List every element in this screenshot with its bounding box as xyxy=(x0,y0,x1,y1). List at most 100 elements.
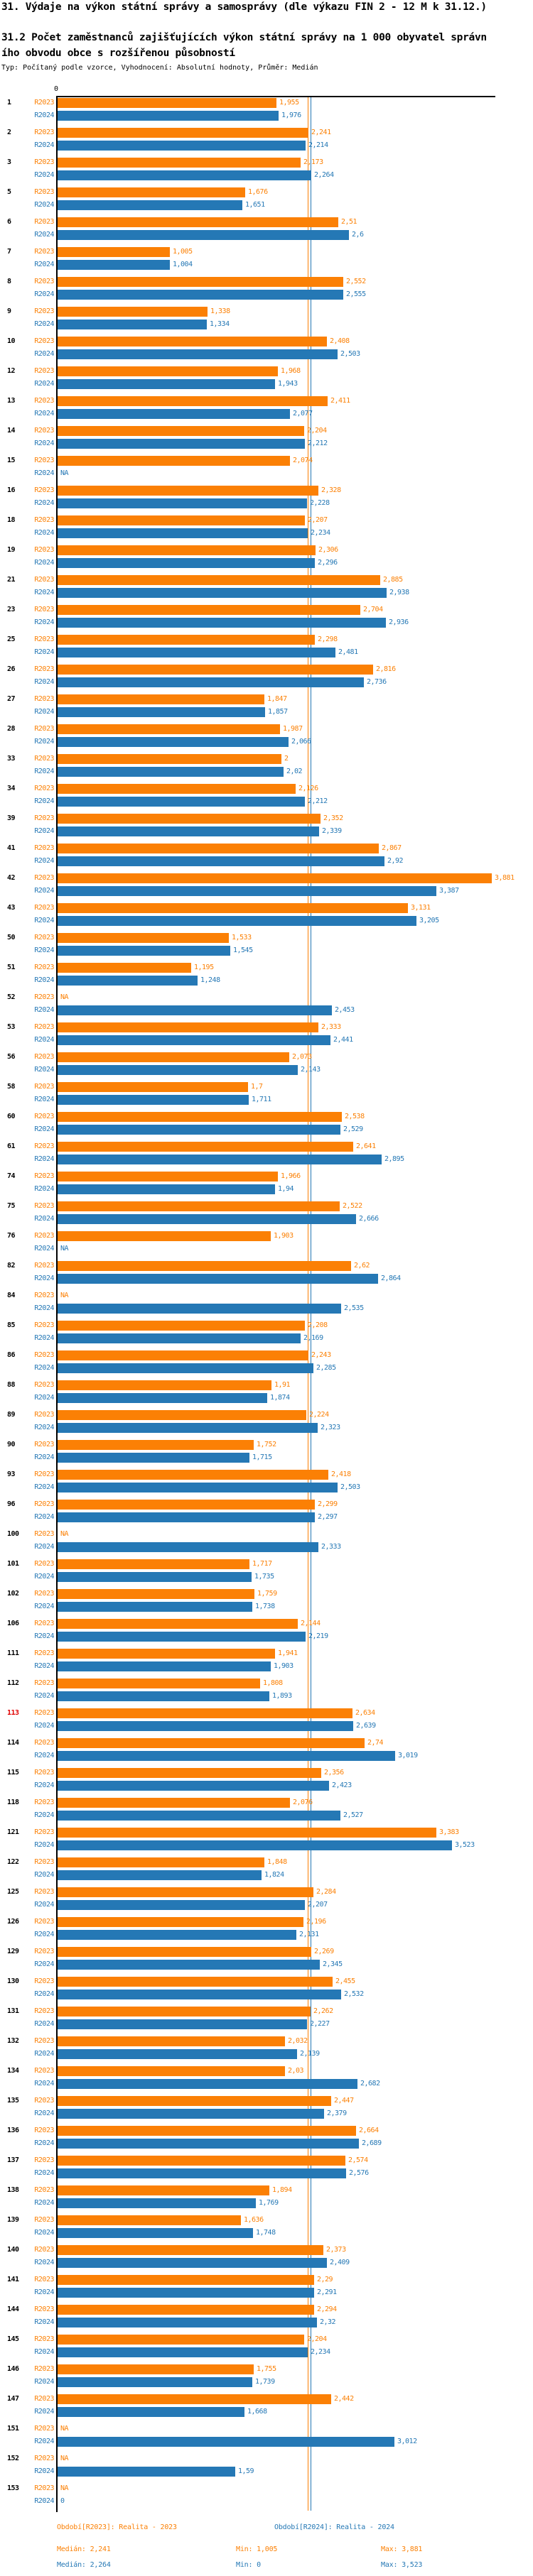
r2024-bar xyxy=(58,558,315,568)
series-bar-row: R2024 2,666 xyxy=(0,1214,533,1224)
r2023-bar xyxy=(58,2335,304,2345)
chart-row: 136 R2023 2,664 R2024 2,689 xyxy=(0,2126,533,2151)
r2023-bar xyxy=(58,665,373,675)
value-label: 2,144 xyxy=(301,1620,321,1627)
series-bar-row: R2024 2,234 xyxy=(0,528,533,538)
row-id-label: 84 xyxy=(7,1292,16,1299)
r2023-series-label: R2023 xyxy=(34,993,54,1001)
series-bar-row: R2023 1,966 xyxy=(0,1172,533,1181)
row-id-label: 136 xyxy=(7,2127,19,2134)
row-id-label: 85 xyxy=(7,1321,16,1329)
series-bar-row: R2023 2,634 xyxy=(0,1708,533,1718)
row-id-label: 74 xyxy=(7,1172,16,1180)
series-bar-row: R2024 1,874 xyxy=(0,1393,533,1403)
value-label: 2,51 xyxy=(341,218,357,226)
chart-row: 74 R2023 1,966 R2024 1,94 xyxy=(0,1172,533,1197)
series-bar-row: R2024 2,423 xyxy=(0,1781,533,1791)
series-bar-row: R2024 1,748 xyxy=(0,2228,533,2238)
value-label: NA xyxy=(60,469,69,477)
value-label: 1,005 xyxy=(173,248,193,256)
value-label: 3,881 xyxy=(495,874,515,882)
value-label: 2,522 xyxy=(343,1202,362,1210)
r2023-bar xyxy=(58,396,328,406)
series-bar-row: R2024 3,019 xyxy=(0,1751,533,1761)
series-bar-row: R2023 1,903 xyxy=(0,1231,533,1241)
r2024-series-label: R2024 xyxy=(34,2020,54,2028)
value-label: 2,895 xyxy=(384,1155,404,1163)
value-label: 2,224 xyxy=(309,1411,329,1419)
r2024-series-label: R2024 xyxy=(34,2259,54,2266)
series-bar-row: R2024 3,523 xyxy=(0,1840,533,1850)
chart-row: 85 R2023 2,208 R2024 2,169 xyxy=(0,1321,533,1346)
row-id-label: 3 xyxy=(7,158,11,166)
r2024-bar xyxy=(58,1602,252,1612)
row-id-label: 12 xyxy=(7,367,16,375)
value-label: 2,555 xyxy=(346,290,366,298)
r2023-series-label: R2023 xyxy=(34,1620,54,1627)
value-label: 1,636 xyxy=(244,2216,264,2224)
r2024-bar xyxy=(58,200,242,210)
r2024-series-label: R2024 xyxy=(34,410,54,417)
series-bar-row: R2024 1,715 xyxy=(0,1453,533,1463)
r2024-series-label: R2024 xyxy=(34,2110,54,2117)
chart-row: 9 R2023 1,338 R2024 1,334 xyxy=(0,307,533,332)
row-id-label: 130 xyxy=(7,1977,19,1985)
r2024-series-label: R2024 xyxy=(34,1543,54,1551)
value-label: 1,955 xyxy=(279,99,299,107)
value-label: 2,264 xyxy=(314,171,334,179)
row-id-label: 132 xyxy=(7,2037,19,2045)
r2023-bar xyxy=(58,1261,351,1271)
r2023-series-label: R2023 xyxy=(34,1888,54,1896)
r2024-bar xyxy=(58,648,335,657)
value-label: 2,481 xyxy=(338,648,358,656)
r2023-series-label: R2023 xyxy=(34,635,54,643)
value-label: 1,91 xyxy=(274,1381,291,1389)
r2024-series-label: R2024 xyxy=(34,231,54,239)
r2023-series-label: R2023 xyxy=(34,2097,54,2105)
r2024-bar xyxy=(58,946,230,956)
series-bar-row: R2024 2,296 xyxy=(0,558,533,568)
value-label: 2,228 xyxy=(310,499,330,507)
r2023-series-label: R2023 xyxy=(34,337,54,345)
row-id-label: 151 xyxy=(7,2425,19,2433)
r2024-series-label: R2024 xyxy=(34,2348,54,2356)
value-label: 2,936 xyxy=(389,618,409,626)
chart-row: 138 R2023 1,894 R2024 1,769 xyxy=(0,2185,533,2211)
series-bar-row: R2023 3,383 xyxy=(0,1828,533,1838)
r2023-series-label: R2023 xyxy=(34,188,54,196)
value-label: 2,269 xyxy=(314,1948,334,1955)
r2023-series-label: R2023 xyxy=(34,1083,54,1091)
series-bar-row: R2023 1,755 xyxy=(0,2364,533,2374)
row-id-label: 112 xyxy=(7,1679,19,1687)
r2023-bar xyxy=(58,187,245,197)
r2024-bar xyxy=(58,826,319,836)
r2024-series-label: R2024 xyxy=(34,1781,54,1789)
value-label: 2,423 xyxy=(332,1781,352,1789)
series-bar-row: R2023 1,894 xyxy=(0,2185,533,2195)
r2023-bar xyxy=(58,1231,271,1241)
r2023-bar xyxy=(58,98,276,108)
chart-row: 25 R2023 2,298 R2024 2,481 xyxy=(0,635,533,660)
r2023-series-label: R2023 xyxy=(34,606,54,613)
value-label: NA xyxy=(60,2425,69,2433)
r2023-series-label: R2023 xyxy=(34,755,54,763)
row-id-label: 41 xyxy=(7,844,16,852)
series-bar-row: R2023 2,522 xyxy=(0,1201,533,1211)
r2024-bar xyxy=(58,349,338,359)
row-id-label: 18 xyxy=(7,516,16,524)
r2024-bar xyxy=(58,2407,244,2417)
chart-row: 96 R2023 2,299 R2024 2,297 xyxy=(0,1500,533,1525)
value-label: 3,387 xyxy=(439,887,459,895)
row-id-label: 28 xyxy=(7,725,16,733)
value-label: 2,29 xyxy=(317,2276,333,2283)
value-label: 2,076 xyxy=(293,1799,313,1806)
value-label: 2,409 xyxy=(330,2259,350,2266)
chart-row: 112 R2023 1,808 R2024 1,893 xyxy=(0,1679,533,1704)
value-label: 2,066 xyxy=(291,738,311,746)
r2024-bar xyxy=(58,528,308,538)
chart-row: 75 R2023 2,522 R2024 2,666 xyxy=(0,1201,533,1227)
r2024-series-label: R2024 xyxy=(34,2438,54,2445)
r2024-bar xyxy=(58,976,198,986)
y-axis-line xyxy=(56,96,58,2512)
r2024-bar xyxy=(58,1960,320,1970)
